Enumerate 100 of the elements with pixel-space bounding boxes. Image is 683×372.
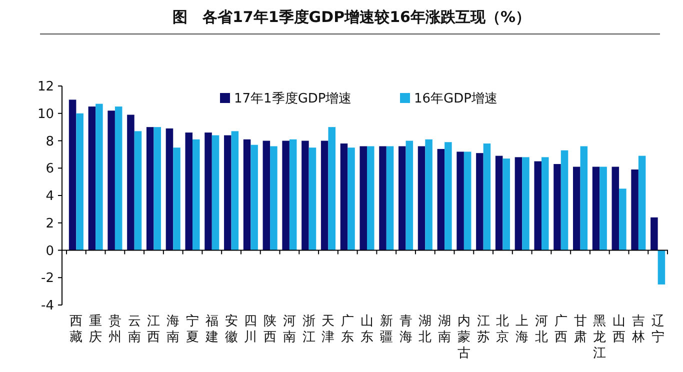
y-tick-label: -4 xyxy=(41,298,54,314)
chart-title: 图 各省17年1季度GDP增速较16年涨跌互现（%） xyxy=(172,8,530,26)
legend-label: 17年1季度GDP增速 xyxy=(234,90,352,107)
x-tick-label: 广西 xyxy=(554,314,568,345)
x-tick-label: 天津 xyxy=(322,314,335,345)
bar xyxy=(573,166,580,250)
bar xyxy=(456,152,464,250)
bar xyxy=(68,100,76,250)
bar xyxy=(592,166,600,250)
bar xyxy=(114,106,122,250)
y-tick-label: 12 xyxy=(37,80,54,95)
y-tick-label: -2 xyxy=(41,271,54,286)
x-tick-label: 湖南 xyxy=(438,314,452,345)
bar xyxy=(406,140,414,250)
bar xyxy=(243,139,251,250)
x-tick-label: 河南 xyxy=(282,314,296,345)
bar xyxy=(619,188,626,250)
y-tick-label: 10 xyxy=(37,106,54,122)
x-tick-label: 福建 xyxy=(204,314,218,345)
bar xyxy=(502,158,510,250)
x-tick-label: 辽宁 xyxy=(651,314,664,345)
bar xyxy=(444,142,452,250)
bar xyxy=(154,127,161,250)
bar xyxy=(386,146,394,250)
bar xyxy=(495,156,503,250)
x-tick-label: 河北 xyxy=(534,314,548,345)
x-tick-label: 贵州 xyxy=(108,314,122,345)
x-tick-label: 山东 xyxy=(360,314,374,345)
bar xyxy=(483,143,491,250)
y-tick-label: 8 xyxy=(46,134,54,150)
bar xyxy=(340,143,348,250)
bar xyxy=(127,114,134,250)
x-tick-label: 西藏 xyxy=(70,314,83,345)
bar xyxy=(476,153,484,250)
x-tick-label: 湖北 xyxy=(418,314,432,345)
legend-label: 16年GDP增速 xyxy=(414,92,498,107)
x-tick-label: 陕西 xyxy=(264,314,277,345)
x-tick-label: 山西 xyxy=(612,314,626,345)
x-tick-label: 四川 xyxy=(244,314,258,345)
bar xyxy=(650,217,658,250)
bar xyxy=(398,146,406,250)
x-tick-label: 新疆 xyxy=(380,314,393,345)
bar xyxy=(379,146,386,250)
bar xyxy=(250,144,258,250)
bar xyxy=(631,169,638,250)
bar xyxy=(437,148,445,250)
bar xyxy=(580,146,588,250)
bar xyxy=(638,156,646,250)
x-tick-label: 内蒙古 xyxy=(457,314,470,361)
y-tick-label: 6 xyxy=(46,162,54,177)
bar xyxy=(514,157,522,250)
x-tick-label: 江苏 xyxy=(476,314,490,345)
bar xyxy=(425,139,432,250)
bar xyxy=(108,110,115,250)
x-tick-label: 青海 xyxy=(399,314,412,345)
bar xyxy=(282,140,290,250)
x-tick-label: 安徽 xyxy=(224,313,238,345)
bar xyxy=(96,104,103,250)
bar xyxy=(320,140,328,250)
x-tick-label: 江西 xyxy=(147,314,160,345)
x-tick-label: 海南 xyxy=(166,314,180,345)
bar xyxy=(612,166,620,250)
bar xyxy=(658,250,666,284)
bar xyxy=(224,135,232,250)
bar xyxy=(173,148,180,250)
x-tick-label: 宁夏 xyxy=(186,313,200,345)
x-tick-label: 上海 xyxy=(516,314,529,345)
bar xyxy=(560,150,568,250)
bar xyxy=(262,140,270,250)
x-tick-label: 甘肃 xyxy=(574,314,587,345)
bar xyxy=(348,148,355,250)
bar xyxy=(367,146,374,250)
bar xyxy=(270,146,278,250)
x-tick-label: 广东 xyxy=(341,314,354,345)
y-tick-label: 4 xyxy=(46,189,54,204)
bar xyxy=(289,139,297,250)
bar xyxy=(185,132,193,250)
bar xyxy=(192,139,200,250)
bar xyxy=(302,140,309,250)
bar xyxy=(231,131,239,250)
bar xyxy=(212,135,220,250)
bar xyxy=(204,132,212,250)
bar xyxy=(554,164,561,250)
bar xyxy=(360,146,367,250)
x-tick-label: 黑龙江 xyxy=(593,314,606,361)
bar xyxy=(600,166,607,250)
bar xyxy=(146,127,154,250)
x-tick-label: 北京 xyxy=(496,314,510,345)
bar xyxy=(134,131,142,250)
bar xyxy=(166,128,174,250)
y-tick-label: 0 xyxy=(46,244,54,259)
x-tick-label: 浙江 xyxy=(302,314,316,345)
bar xyxy=(76,113,84,250)
bar xyxy=(418,146,426,250)
bar xyxy=(464,152,472,250)
bar xyxy=(534,161,542,250)
bar xyxy=(541,157,549,250)
bar xyxy=(88,106,96,250)
x-tick-label: 吉林 xyxy=(630,314,645,345)
x-tick-label: 云南 xyxy=(128,314,141,345)
